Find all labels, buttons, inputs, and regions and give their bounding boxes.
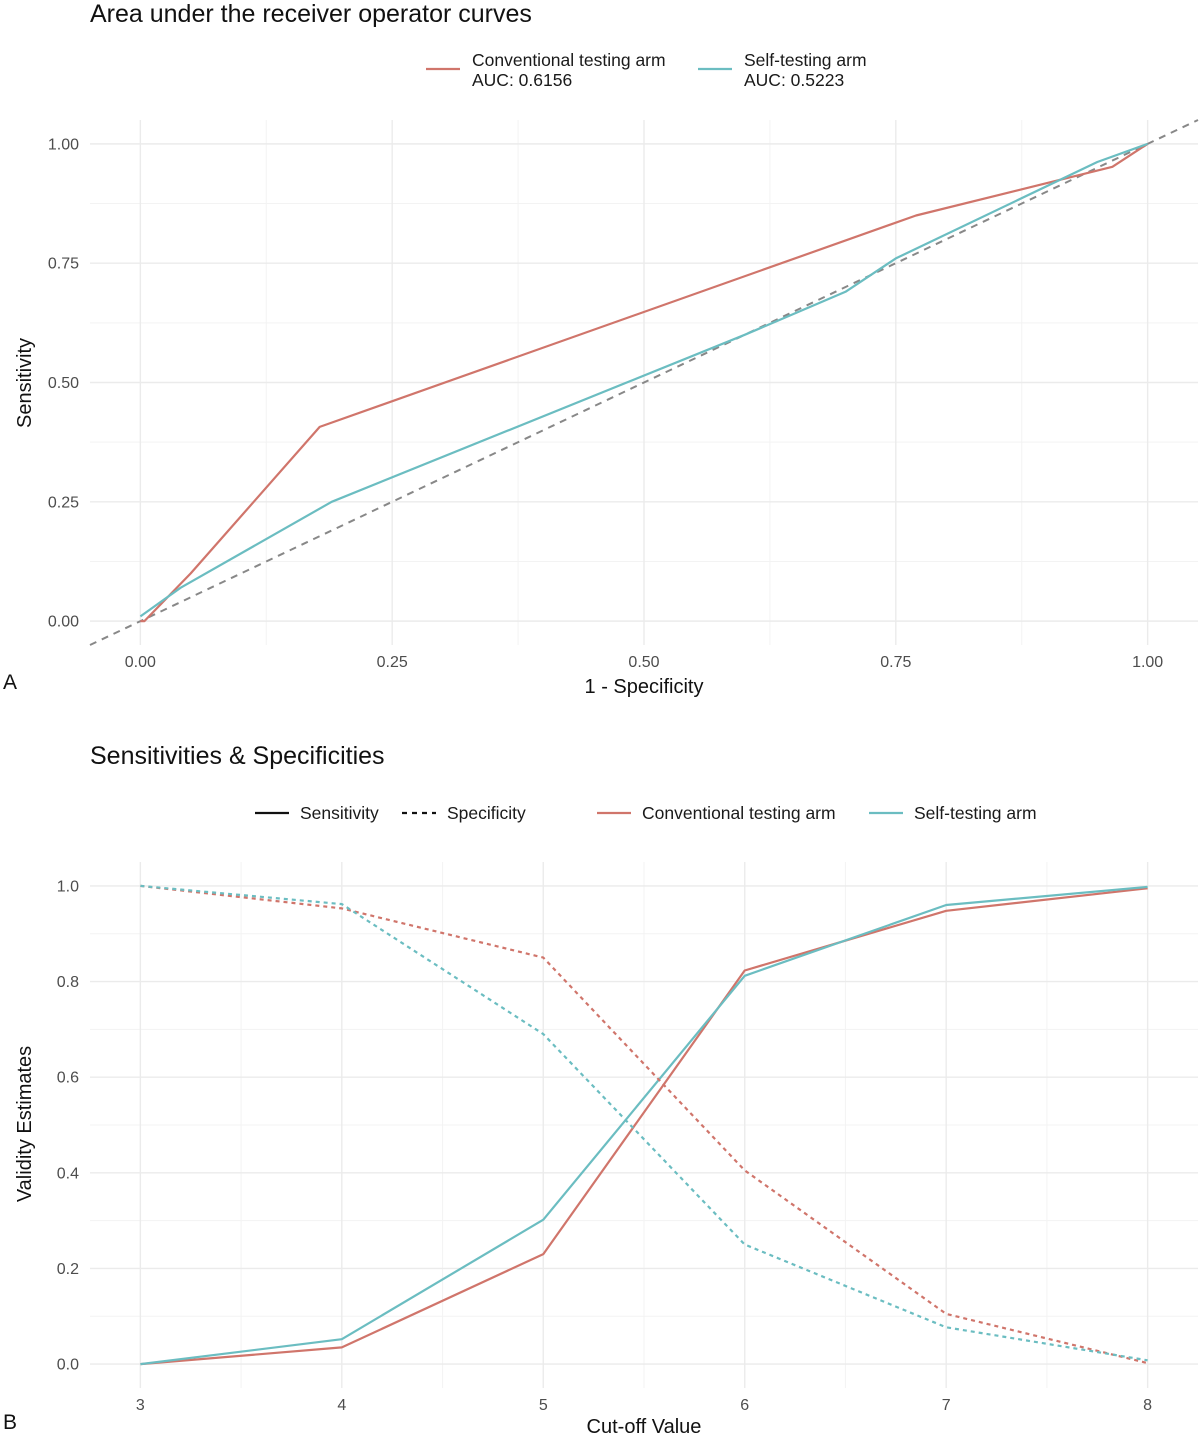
y-tick-label: 0.50 — [48, 375, 79, 392]
y-tick-label: 1.00 — [48, 136, 79, 153]
legend-auc-self: AUC: 0.5223 — [744, 70, 844, 90]
panel-b-legend: Sensitivity Specificity Conventional tes… — [255, 803, 1037, 823]
series-line-conventional-testing-arm-specificity — [140, 884, 1148, 1365]
panel-a-title: Area under the receiver operator curves — [90, 0, 532, 28]
x-tick-label: 0.75 — [880, 654, 911, 671]
y-tick-label: 0.0 — [57, 1357, 79, 1374]
y-tick-label: 1.0 — [57, 878, 79, 895]
panel-a-ylabel: Sensitivity — [14, 338, 36, 428]
legend-auc-conventional: AUC: 0.6156 — [472, 70, 572, 90]
y-tick-label: 0.75 — [48, 256, 79, 273]
panel-b-xlabel: Cut-off Value — [587, 1416, 702, 1437]
x-tick-label: 0.00 — [125, 654, 156, 671]
y-tick-label: 0.8 — [57, 974, 79, 991]
x-tick-label: 4 — [337, 1397, 346, 1414]
legend-label-conventional-b: Conventional testing arm — [642, 803, 836, 823]
series-line-self-testing-arm-sensitivity — [140, 885, 1148, 1366]
y-tick-label: 0.00 — [48, 614, 79, 631]
panel-b-title: Sensitivities & Specificities — [90, 742, 385, 770]
panel-b-letter: B — [3, 1411, 17, 1434]
legend-label-specificity: Specificity — [447, 803, 526, 823]
panel-a-plot — [89, 119, 1199, 646]
panel-a-letter: A — [3, 671, 17, 694]
series-line-self-testing-arm-specificity — [140, 884, 1148, 1362]
y-tick-label: 0.6 — [57, 1070, 79, 1087]
y-tick-label: 0.25 — [48, 494, 79, 511]
panel-a: Area under the receiver operator curves … — [3, 0, 1199, 698]
x-tick-label: 1.00 — [1132, 654, 1163, 671]
legend-label-self: Self-testing arm — [744, 50, 867, 70]
x-tick-label: 3 — [136, 1397, 145, 1414]
legend-label-self-b: Self-testing arm — [914, 803, 1037, 823]
panel-a-xlabel: 1 - Specificity — [585, 676, 704, 698]
x-tick-label: 8 — [1143, 1397, 1152, 1414]
legend-label-conventional: Conventional testing arm — [472, 50, 666, 70]
legend-label-sensitivity: Sensitivity — [300, 803, 379, 823]
series-line-conventional-testing-arm — [140, 142, 1149, 623]
x-tick-label: 0.50 — [628, 654, 659, 671]
panel-b-plot — [140, 884, 1148, 1366]
y-tick-label: 0.4 — [57, 1165, 79, 1182]
panel-a-legend: Conventional testing arm AUC: 0.6156 Sel… — [426, 50, 867, 90]
reference-diagonal-line — [89, 119, 1199, 646]
series-line-self-testing-arm — [139, 142, 1148, 618]
series-line-conventional-testing-arm-sensitivity — [140, 887, 1148, 1366]
panel-a-tick-labels: 0.00 0.25 0.50 0.75 1.00 0.00 0.25 0.50 0.75 1.00 — [48, 136, 1163, 671]
panel-b-ylabel: Validity Estimates — [14, 1046, 36, 1202]
x-tick-label: 6 — [740, 1397, 749, 1414]
x-tick-label: 7 — [942, 1397, 951, 1414]
x-tick-label: 0.25 — [377, 654, 408, 671]
panel-b-grid — [90, 862, 1198, 1388]
panel-b-tick-labels: 3 4 5 6 7 8 0.0 0.2 0.4 0.6 0.8 1.0 — [57, 878, 1152, 1414]
panel-b: Sensitivities & Specificities Sensitivit… — [3, 742, 1198, 1437]
x-tick-label: 5 — [539, 1397, 548, 1414]
y-tick-label: 0.2 — [57, 1261, 79, 1278]
